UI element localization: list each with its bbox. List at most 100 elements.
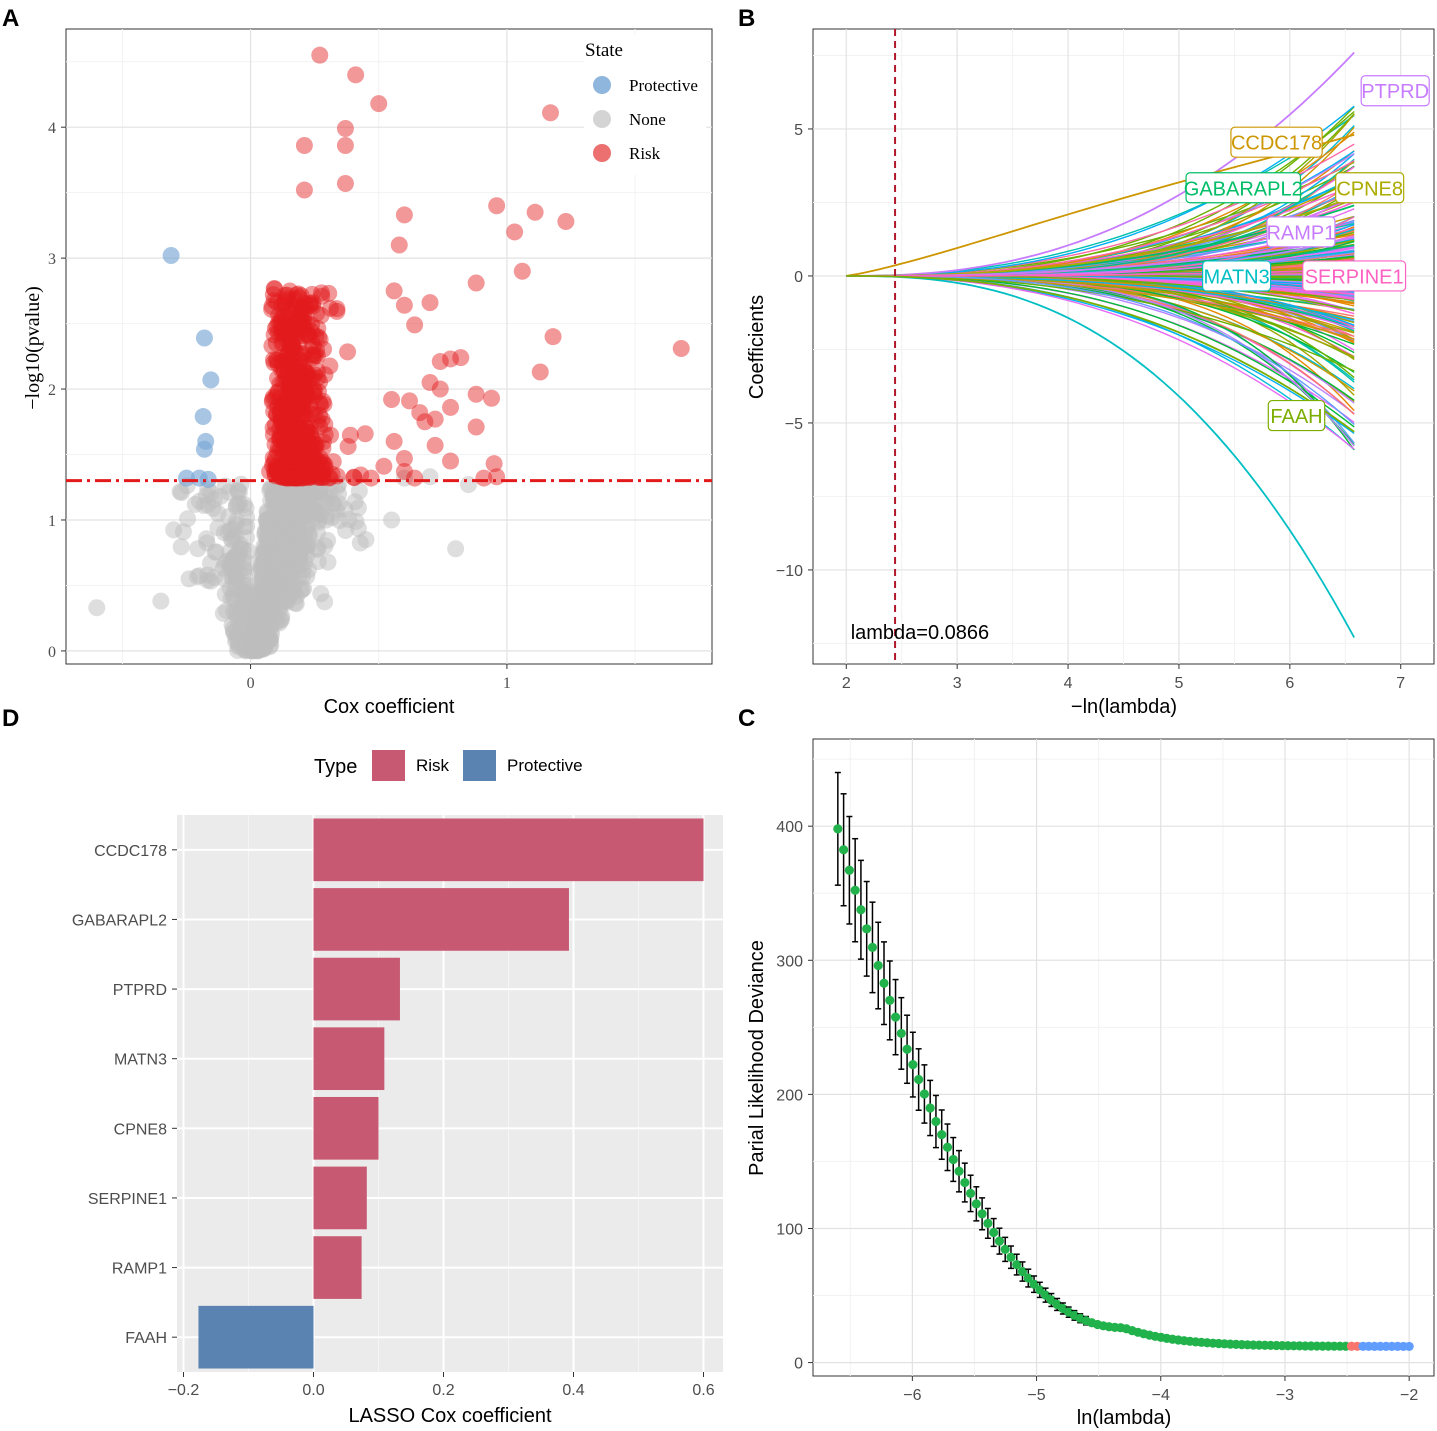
risk-point — [287, 286, 305, 304]
protective-point — [177, 469, 195, 487]
risk-point — [282, 462, 300, 480]
deviance-point — [948, 1154, 958, 1165]
risk-point — [298, 430, 316, 448]
risk-point — [288, 301, 306, 319]
risk-point — [290, 441, 308, 459]
risk-point — [275, 419, 293, 437]
risk-point — [294, 345, 312, 363]
none-point — [254, 592, 272, 610]
risk-point — [275, 458, 293, 476]
none-point — [395, 469, 413, 487]
risk-point — [278, 290, 296, 308]
risk-point — [312, 396, 330, 414]
risk-point — [269, 439, 287, 457]
none-point — [199, 566, 217, 584]
risk-point — [279, 360, 297, 378]
risk-point — [305, 458, 323, 476]
risk-point — [272, 413, 290, 431]
risk-point — [290, 400, 308, 418]
risk-point — [264, 426, 282, 444]
bar-legend: Type Risk Protective — [314, 750, 583, 781]
deviance-point — [850, 885, 860, 895]
risk-point — [308, 304, 326, 322]
coefficient-path-matn3 — [846, 275, 1355, 638]
y-tick-label: 100 — [776, 1221, 803, 1238]
risk-point — [293, 431, 311, 449]
risk-point — [282, 385, 300, 403]
risk-point — [292, 320, 310, 338]
category-label-matn3: MATN3 — [114, 1052, 167, 1069]
risk-point — [297, 402, 315, 420]
risk-point — [309, 453, 327, 471]
category-label-serpine1: SERPINE1 — [88, 1191, 167, 1208]
risk-point — [284, 422, 302, 440]
path-x-axis-label: −ln(lambda) — [1071, 696, 1177, 718]
none-point — [316, 593, 334, 611]
risk-point — [281, 384, 299, 402]
bar-ccdc178 — [313, 818, 704, 882]
none-point — [179, 510, 197, 528]
risk-point — [336, 174, 354, 192]
risk-point — [292, 301, 310, 319]
x-tick-label: 1 — [503, 675, 511, 692]
risk-point — [295, 433, 313, 451]
risk-point — [313, 410, 331, 428]
risk-point — [283, 444, 301, 462]
risk-point — [279, 344, 297, 362]
risk-point — [320, 284, 338, 302]
gene-label-text: GABARAPL2 — [1184, 178, 1303, 200]
risk-point — [339, 343, 357, 361]
risk-point — [304, 451, 322, 469]
risk-point — [299, 326, 317, 344]
coefficient-bars — [198, 818, 704, 1369]
risk-point — [304, 464, 322, 482]
risk-point — [310, 328, 328, 346]
risk-point — [288, 458, 306, 476]
risk-point — [406, 469, 424, 487]
risk-point — [267, 458, 285, 476]
risk-point — [276, 454, 294, 472]
risk-point — [312, 284, 330, 302]
risk-point — [293, 394, 311, 412]
risk-point — [300, 371, 318, 389]
risk-point — [276, 439, 294, 457]
risk-point — [293, 392, 311, 410]
risk-point — [283, 448, 301, 466]
risk-point — [311, 407, 329, 425]
risk-point — [284, 455, 302, 473]
deviance-point — [1023, 1273, 1033, 1283]
legend-key-risk-bar — [372, 750, 405, 781]
gene-label-text: MATN3 — [1203, 266, 1269, 288]
risk-point — [275, 362, 293, 380]
risk-point — [310, 468, 328, 486]
risk-point — [488, 197, 506, 215]
risk-point — [265, 454, 283, 472]
risk-point — [294, 378, 312, 396]
risk-point — [272, 324, 290, 342]
deviance-point — [833, 824, 843, 834]
risk-point — [672, 339, 690, 357]
risk-point — [305, 380, 323, 398]
deviance-point — [844, 865, 854, 875]
risk-point — [295, 392, 313, 410]
risk-point — [278, 286, 296, 304]
legend-key-risk — [593, 144, 611, 162]
risk-point — [285, 440, 303, 458]
deviance-point — [994, 1236, 1005, 1246]
none-point — [275, 514, 293, 532]
risk-point — [301, 451, 319, 469]
risk-point — [282, 469, 300, 487]
gene-label-box — [1202, 260, 1272, 292]
risk-point — [278, 469, 296, 487]
risk-point — [296, 423, 314, 441]
risk-point — [292, 397, 310, 415]
none-point — [152, 592, 170, 610]
risk-point — [324, 453, 342, 471]
risk-point — [276, 391, 294, 409]
cross-validation-deviance-plot: −6 −5 −4 −3 −2 0 100 200 300 400 ln(lambda) Paria… — [746, 738, 1435, 1429]
deviance-point — [919, 1089, 930, 1099]
risk-point — [270, 390, 288, 408]
risk-point — [269, 351, 287, 369]
risk-point — [411, 404, 429, 422]
risk-point — [314, 433, 332, 451]
